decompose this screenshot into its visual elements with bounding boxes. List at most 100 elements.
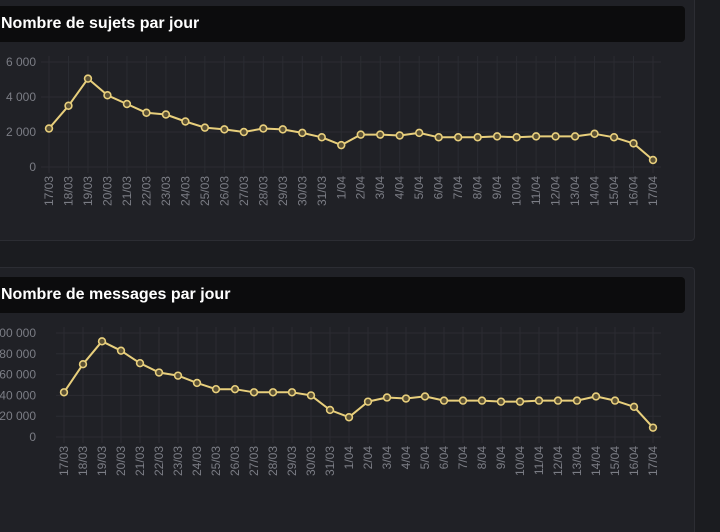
topics-x-tick-label: 21/03 (120, 176, 134, 206)
messages-data-point (211, 384, 221, 394)
topics-x-tick-label: 17/03 (42, 176, 56, 206)
messages-data-point (439, 396, 449, 405)
topics-data-point (395, 131, 404, 140)
topics-data-point (317, 133, 326, 142)
messages-x-tick-label: 28/03 (266, 446, 280, 476)
topics-x-tick-label: 26/03 (217, 176, 231, 206)
topics-x-tick-label: 2/04 (354, 176, 368, 200)
messages-data-point (591, 392, 601, 401)
messages-data-point (477, 396, 487, 405)
topics-data-point (239, 127, 249, 137)
topics-y-tick-label: 0 (29, 160, 36, 174)
messages-data-point (553, 396, 563, 405)
topics-data-point (161, 110, 171, 119)
messages-data-point (610, 396, 620, 405)
messages-y-tick-label: 60 000 (0, 368, 36, 382)
topics-data-point (142, 108, 151, 117)
messages-data-point (629, 402, 639, 412)
messages-data-point (420, 392, 430, 401)
messages-x-tick-label: 4/04 (399, 446, 413, 470)
topics-y-tick-label: 4 000 (6, 90, 36, 104)
messages-x-tick-label: 3/04 (380, 446, 394, 470)
topics-x-tick-label: 17/04 (646, 176, 660, 206)
topics-x-tick-label: 19/03 (81, 176, 95, 206)
messages-x-tick-label: 12/04 (551, 446, 565, 476)
topics-data-point (570, 132, 580, 141)
topics-x-tick-label: 6/04 (432, 176, 446, 200)
topics-x-tick-label: 28/03 (256, 176, 270, 206)
messages-x-tick-label: 5/04 (418, 446, 432, 470)
topics-data-point (551, 132, 560, 141)
messages-data-point (135, 358, 145, 368)
messages-y-tick-label: 20 000 (0, 409, 36, 423)
topics-series-line (48, 77, 654, 161)
messages-data-point (97, 337, 107, 346)
messages-y-tick-label: 100 000 (0, 326, 36, 340)
topics-x-tick-label: 23/03 (159, 176, 173, 206)
messages-x-tick-label: 16/04 (627, 446, 641, 476)
topics-data-point (356, 130, 365, 139)
messages-x-tick-label: 18/03 (76, 446, 90, 476)
messages-y-tick-label: 80 000 (0, 347, 36, 361)
topics-data-point (609, 133, 619, 142)
messages-x-tick-label: 31/03 (323, 446, 337, 476)
topics-y-tick-label: 6 000 (6, 55, 36, 69)
topics-data-point (44, 124, 54, 133)
messages-x-tick-label: 27/03 (247, 446, 261, 476)
messages-data-point (287, 388, 297, 397)
topics-x-tick-label: 7/04 (451, 176, 465, 200)
topics-data-point (531, 132, 541, 141)
topics-x-tick-label: 25/03 (198, 176, 212, 206)
topics-data-point (473, 133, 482, 142)
messages-x-tick-label: 21/03 (133, 446, 147, 476)
topics-x-tick-label: 10/04 (510, 176, 524, 206)
messages-x-tick-label: 25/03 (209, 446, 223, 476)
topics-x-tick-label: 14/04 (588, 176, 602, 206)
messages-data-point (572, 396, 582, 405)
topics-data-point (376, 130, 385, 139)
topics-data-point (434, 133, 443, 142)
topics-x-tick-label: 4/04 (393, 176, 407, 200)
chart-title-topics: Nombre de sujets par jour (0, 6, 685, 42)
messages-data-point (268, 388, 278, 397)
topics-data-point (298, 128, 307, 138)
topics-x-tick-label: 29/03 (276, 176, 290, 206)
topics-x-tick-label: 30/03 (295, 176, 309, 206)
topics-data-point (278, 125, 288, 134)
messages-chart-panel: Nombre de messages par jour (0, 267, 695, 532)
messages-data-point (458, 396, 468, 405)
messages-x-tick-label: 23/03 (171, 446, 185, 476)
messages-data-point (230, 384, 240, 394)
topics-x-tick-label: 18/03 (61, 176, 75, 206)
messages-data-point (534, 396, 544, 405)
topics-x-tick-label: 8/04 (471, 176, 485, 200)
messages-data-point (344, 413, 354, 422)
messages-data-point (515, 397, 525, 406)
topics-data-point (103, 91, 112, 100)
topics-data-point (337, 140, 346, 150)
topics-x-tick-label: 16/04 (627, 176, 641, 206)
chart-title-messages: Nombre de messages par jour (0, 277, 685, 313)
messages-x-tick-label: 15/04 (608, 446, 622, 476)
messages-data-point (648, 423, 658, 432)
topics-data-point (64, 101, 73, 110)
topics-data-point (83, 74, 93, 83)
topics-data-point (648, 155, 658, 165)
topics-data-point (512, 133, 521, 142)
messages-data-point (116, 346, 126, 355)
topics-x-tick-label: 31/03 (315, 176, 329, 206)
topics-x-tick-label: 13/04 (568, 176, 582, 206)
messages-x-tick-label: 29/03 (285, 446, 299, 476)
messages-x-tick-label: 19/03 (95, 446, 109, 476)
messages-x-tick-label: 30/03 (304, 446, 318, 476)
topics-data-point (414, 128, 424, 138)
topics-x-tick-label: 12/04 (549, 176, 563, 206)
messages-data-point (382, 393, 392, 402)
messages-x-tick-label: 24/03 (190, 446, 204, 476)
messages-x-tick-label: 17/04 (646, 446, 660, 476)
topics-x-tick-label: 3/04 (373, 176, 387, 200)
topics-data-point (629, 139, 638, 148)
topics-data-point (200, 123, 210, 132)
messages-x-tick-label: 20/03 (114, 446, 128, 476)
